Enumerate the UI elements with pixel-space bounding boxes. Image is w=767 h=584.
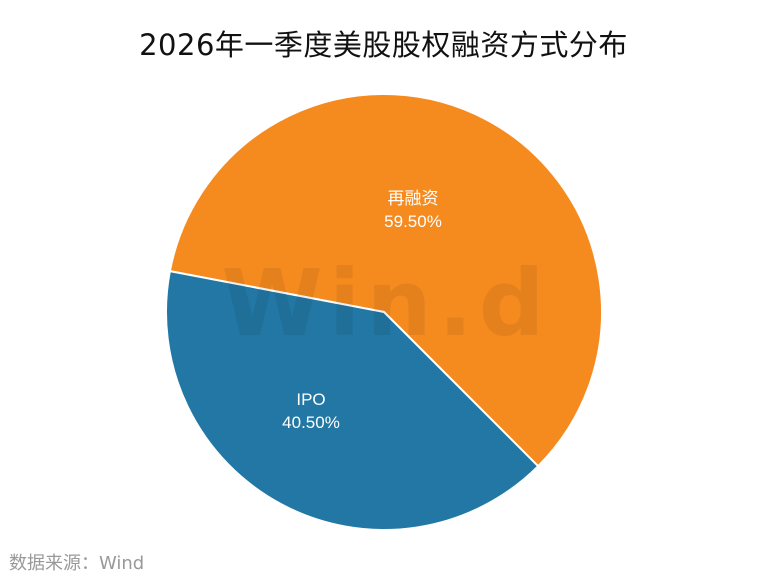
slice-percent-ipo: 40.50% — [282, 413, 340, 432]
slice-label-ipo: IPO 40.50% — [282, 390, 340, 432]
pie-slice-refinancing — [168, 93, 603, 468]
slice-name-refinancing: 再融资 — [388, 189, 439, 208]
slice-name-ipo: IPO — [296, 390, 325, 409]
pie-slices — [165, 93, 603, 531]
chart-title: 2026年一季度美股股权融资方式分布 — [139, 28, 628, 62]
data-source-note: 数据来源：Wind — [9, 553, 145, 574]
slice-percent-refinancing: 59.50% — [384, 212, 442, 231]
watermark: Win.d — [221, 250, 550, 357]
pie-slice-ipo — [165, 270, 540, 531]
slice-label-refinancing: 再融资 59.50% — [384, 189, 442, 231]
